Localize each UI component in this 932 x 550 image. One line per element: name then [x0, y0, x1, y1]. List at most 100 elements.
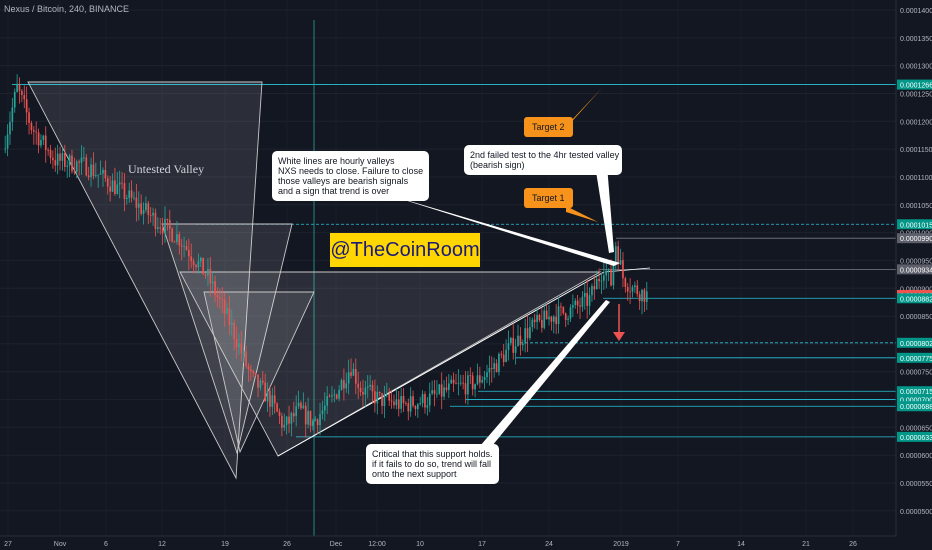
candle-body [335, 394, 338, 399]
candle-body [338, 389, 340, 399]
candle-body [595, 278, 598, 290]
target-pointer [566, 206, 598, 222]
candle-body [605, 270, 608, 276]
candle-body [135, 197, 138, 208]
support-lines [12, 20, 896, 536]
candle-body [612, 264, 615, 286]
trend-line [604, 267, 651, 273]
candle-body [405, 403, 407, 404]
candle-body [35, 131, 38, 133]
candle-body [157, 227, 159, 229]
y-tick-label: 0.0000900 [900, 286, 932, 293]
candle-body [412, 396, 414, 406]
trend-line [277, 271, 605, 457]
candle-body [106, 178, 109, 187]
x-tick-label: 12:00 [368, 541, 386, 548]
candle-body [159, 227, 162, 229]
candle-body [483, 377, 486, 381]
candle-body [73, 171, 76, 173]
candle-body [507, 343, 510, 350]
candle-body [183, 246, 185, 247]
chart-title: Nexus / Bitcoin, 240, BINANCE [4, 4, 130, 14]
candle-body [121, 182, 123, 184]
candle-body [393, 401, 395, 406]
candle-body [257, 374, 259, 388]
candle-body [622, 260, 624, 279]
candle-body [128, 190, 131, 199]
second-failed-test-callout: 2nd failed test to the 4hr tested valley… [464, 145, 622, 175]
candle-body [37, 132, 40, 146]
price-tag-label: 0.0000990 [900, 236, 932, 243]
candle-body [452, 379, 455, 384]
candle-body [619, 260, 622, 265]
candle-body [176, 234, 178, 243]
candle-body [481, 380, 484, 383]
candle-body [123, 183, 126, 199]
candle-body [52, 157, 54, 161]
candle-body [323, 405, 326, 411]
candle-body [569, 307, 572, 319]
price-tag [897, 386, 932, 397]
candle-body [519, 335, 522, 346]
candle-body [552, 316, 555, 322]
candle-body [641, 289, 643, 302]
target-pointer [566, 88, 602, 128]
candle-body [514, 346, 517, 353]
candle-body [114, 180, 116, 194]
candle-body [202, 257, 204, 275]
candle-body [307, 410, 309, 425]
candle-body [126, 198, 128, 199]
candle-body [397, 399, 400, 409]
callout-pointer [480, 300, 610, 446]
candle-body [149, 214, 152, 216]
candle-body [362, 391, 364, 395]
candle-body [426, 405, 429, 408]
candle-body [414, 405, 417, 410]
y-tick-label: 0.0001200 [900, 119, 932, 126]
callout-pointer [595, 165, 614, 253]
candle-body [629, 291, 631, 293]
candle-body [18, 83, 21, 91]
candle-body [312, 420, 314, 426]
candle-body [116, 184, 119, 194]
price-axis: 0.00014000.00013500.00013000.00012500.00… [895, 0, 932, 550]
y-tick-label: 0.0000750 [900, 370, 932, 377]
candle-body [152, 212, 154, 216]
candle-body [197, 261, 200, 268]
price-tag-label: 0.0000633 [900, 435, 932, 442]
candle-body [603, 275, 605, 281]
candle-body [302, 405, 305, 409]
candle-body [223, 299, 226, 314]
valley-triangles [27, 81, 651, 480]
price-tag-label: 0.0000934 [900, 267, 932, 274]
candle-body [80, 157, 83, 163]
candle-body [517, 335, 519, 347]
candle-body [474, 384, 476, 390]
price-tag [897, 264, 932, 275]
candle-body [562, 306, 565, 314]
candle-body [145, 203, 147, 211]
y-tick-label: 0.0000600 [900, 453, 932, 460]
candle-body [564, 313, 567, 320]
untested-valley-triangle [27, 81, 263, 480]
candle-body [424, 394, 426, 408]
candle-body [378, 392, 381, 394]
candle-body [13, 91, 16, 108]
x-tick-label: 19 [221, 541, 229, 548]
x-tick-label: 7 [676, 541, 680, 548]
candle-body [598, 278, 600, 282]
candle-body [261, 380, 264, 383]
candle-body [500, 353, 503, 355]
candle-body [221, 298, 224, 300]
candle-body [557, 306, 560, 325]
candle-body [161, 228, 164, 234]
candle-body [44, 135, 47, 150]
candle-body [462, 382, 464, 384]
y-tick-label: 0.0001350 [900, 36, 932, 43]
price-tag-label: 0.0001266 [900, 83, 932, 90]
candle-body [288, 416, 290, 424]
candle-body [214, 281, 216, 296]
candle-body [85, 157, 88, 176]
candle-body [347, 372, 350, 384]
